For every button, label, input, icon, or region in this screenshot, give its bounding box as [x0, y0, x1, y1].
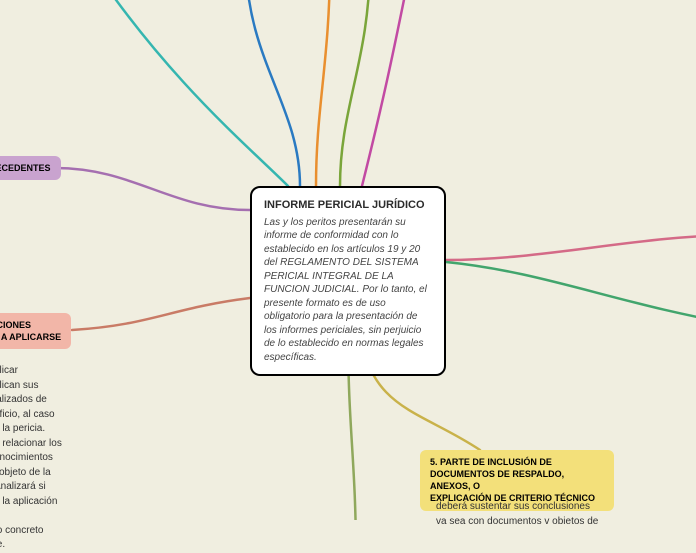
- edge: [446, 262, 696, 325]
- edge: [88, 0, 288, 186]
- truncated-docs-body: deberá sustentar sus conclusionesva sea …: [436, 500, 598, 529]
- truncated-left-text: plicarplican susializados deoficio, al c…: [0, 364, 62, 553]
- node-aciones-line1: ACIONES: [0, 319, 61, 331]
- center-node[interactable]: INFORME PERICIAL JURÍDICO Las y los peri…: [250, 186, 446, 376]
- edge: [340, 0, 370, 186]
- center-body: Las y los peritos presentarán su informe…: [264, 216, 432, 365]
- node-docs-line1: 5. PARTE DE INCLUSIÓN DE: [430, 456, 604, 468]
- edge: [362, 0, 412, 186]
- node-antecedentes[interactable]: TECEDENTES: [0, 156, 61, 180]
- node-docs-line2: DOCUMENTOS DE RESPALDO, ANEXOS, O: [430, 468, 604, 492]
- edge: [55, 168, 250, 210]
- edge: [246, 0, 300, 186]
- node-antecedentes-label: TECEDENTES: [0, 163, 51, 173]
- edge: [72, 298, 250, 330]
- center-title: INFORME PERICIAL JURÍDICO: [264, 198, 432, 213]
- node-aciones[interactable]: ACIONES ÍA A APLICARSE: [0, 313, 71, 349]
- edge: [446, 235, 696, 260]
- edge: [316, 0, 330, 186]
- node-aciones-line2: ÍA A APLICARSE: [0, 331, 61, 343]
